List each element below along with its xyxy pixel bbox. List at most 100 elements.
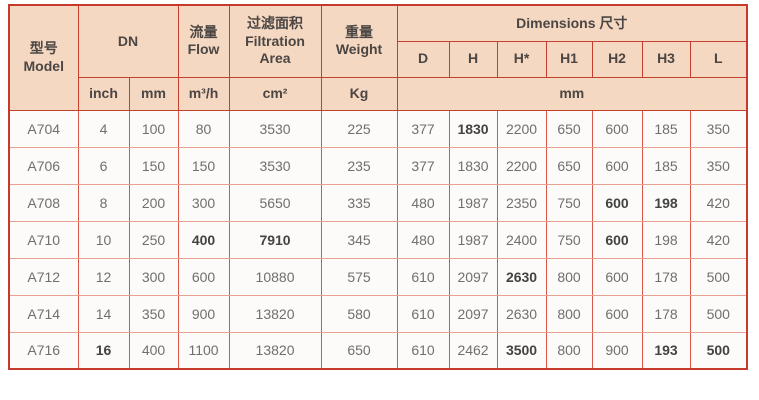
col-header-h1: H1 (545, 40, 593, 78)
cell: 10 (77, 220, 130, 259)
cell: 225 (320, 109, 398, 148)
cell: 600 (591, 109, 643, 148)
cell-model: A716 (8, 331, 79, 370)
header-row-2: D H H* H1 H2 H3 L (9, 40, 748, 78)
cell: 198 (641, 183, 691, 222)
table-row-a714: A714 14 350 900 13820 580 610 2097 2630 … (8, 294, 748, 333)
cell: 600 (591, 146, 643, 185)
cell: 2200 (496, 146, 547, 185)
cell: 480 (396, 220, 450, 259)
cell: 185 (641, 146, 691, 185)
cell: 1830 (448, 146, 498, 185)
cell: 178 (641, 257, 691, 296)
unit-area: cm² (228, 76, 322, 111)
cell: 2350 (496, 183, 547, 222)
cell: 13820 (228, 294, 322, 333)
cell: 750 (545, 183, 593, 222)
cell: 1100 (177, 331, 230, 370)
cell: 575 (320, 257, 398, 296)
cell: 650 (320, 331, 398, 370)
cell: 2630 (496, 294, 547, 333)
cell: 345 (320, 220, 398, 259)
cell: 80 (177, 109, 230, 148)
cell-model: A706 (8, 146, 79, 185)
cell: 16 (77, 331, 130, 370)
cell: 250 (128, 220, 179, 259)
cell: 580 (320, 294, 398, 333)
cell: 350 (128, 294, 179, 333)
col-header-l: L (689, 40, 748, 78)
cell: 350 (689, 109, 748, 148)
cell: 377 (396, 146, 450, 185)
cell: 377 (396, 109, 450, 148)
cell: 610 (396, 331, 450, 370)
area-label-zh: 过滤面积 (247, 15, 304, 31)
cell: 800 (545, 331, 593, 370)
col-header-model: 型号 Model (8, 4, 79, 111)
cell: 178 (641, 294, 691, 333)
table-header: 型号 Model DN 流量 Flow 过滤面积 Filtration Area… (8, 4, 748, 111)
cell: 300 (128, 257, 179, 296)
cell: 335 (320, 183, 398, 222)
cell: 1987 (448, 220, 498, 259)
cell-model: A714 (8, 294, 79, 333)
flow-label-zh: 流量 (189, 23, 218, 40)
weight-label-zh: 重量 (345, 23, 374, 40)
cell: 650 (545, 109, 593, 148)
cell: 200 (128, 183, 179, 222)
unit-weight: Kg (320, 76, 398, 111)
table-row-a710: A710 10 250 400 7910 345 480 1987 2400 7… (8, 220, 748, 259)
cell: 2097 (448, 257, 498, 296)
cell: 600 (177, 257, 230, 296)
model-label-en: Model (23, 57, 64, 74)
area-label-en: Filtration Area (245, 32, 305, 67)
cell: 610 (396, 294, 450, 333)
cell: 2462 (448, 331, 498, 370)
cell: 198 (641, 220, 691, 259)
table-row-a712: A712 12 300 600 10880 575 610 2097 2630 … (8, 257, 748, 296)
cell: 3530 (228, 146, 322, 185)
weight-label-en: Weight (335, 41, 383, 58)
cell: 600 (591, 183, 643, 222)
cell: 185 (641, 109, 691, 148)
cell-model: A708 (8, 183, 79, 222)
table-row-a708: A708 8 200 300 5650 335 480 1987 2350 75… (8, 183, 748, 222)
cell: 1987 (448, 183, 498, 222)
col-header-dimensions: Dimensions 尺寸 (396, 4, 748, 42)
cell: 600 (591, 220, 643, 259)
cell: 750 (545, 220, 593, 259)
cell: 8 (77, 183, 130, 222)
cell: 350 (689, 146, 748, 185)
col-header-dn: DN (77, 4, 179, 78)
cell: 800 (545, 294, 593, 333)
cell: 150 (128, 146, 179, 185)
col-header-flow: 流量 Flow (177, 4, 230, 78)
cell: 13820 (228, 331, 322, 370)
cell: 480 (396, 183, 450, 222)
cell: 7910 (228, 220, 322, 259)
header-row-1: 型号 Model DN 流量 Flow 过滤面积 Filtration Area… (8, 4, 748, 111)
spec-table: 型号 Model DN 流量 Flow 过滤面积 Filtration Area… (8, 4, 749, 370)
cell: 400 (177, 220, 230, 259)
cell-model: A704 (8, 109, 79, 148)
table-body: A704 4 100 80 3530 225 377 1830 2200 650… (8, 109, 748, 370)
cell: 2097 (448, 294, 498, 333)
unit-mm: mm (128, 76, 179, 111)
cell: 500 (689, 257, 748, 296)
col-header-h: H (448, 40, 498, 78)
cell: 600 (591, 294, 643, 333)
cell: 3500 (496, 331, 547, 370)
cell: 5650 (228, 183, 322, 222)
unit-inch: inch (77, 76, 130, 111)
cell: 610 (396, 257, 450, 296)
cell: 400 (128, 331, 179, 370)
cell: 100 (128, 109, 179, 148)
cell: 420 (689, 220, 748, 259)
cell: 2630 (496, 257, 547, 296)
cell: 650 (545, 146, 593, 185)
col-header-weight: 重量 Weight (320, 4, 398, 78)
cell: 4 (77, 109, 130, 148)
unit-dimensions: mm (396, 76, 748, 111)
table-row-a704: A704 4 100 80 3530 225 377 1830 2200 650… (8, 109, 748, 148)
unit-flow: m³/h (177, 76, 230, 111)
